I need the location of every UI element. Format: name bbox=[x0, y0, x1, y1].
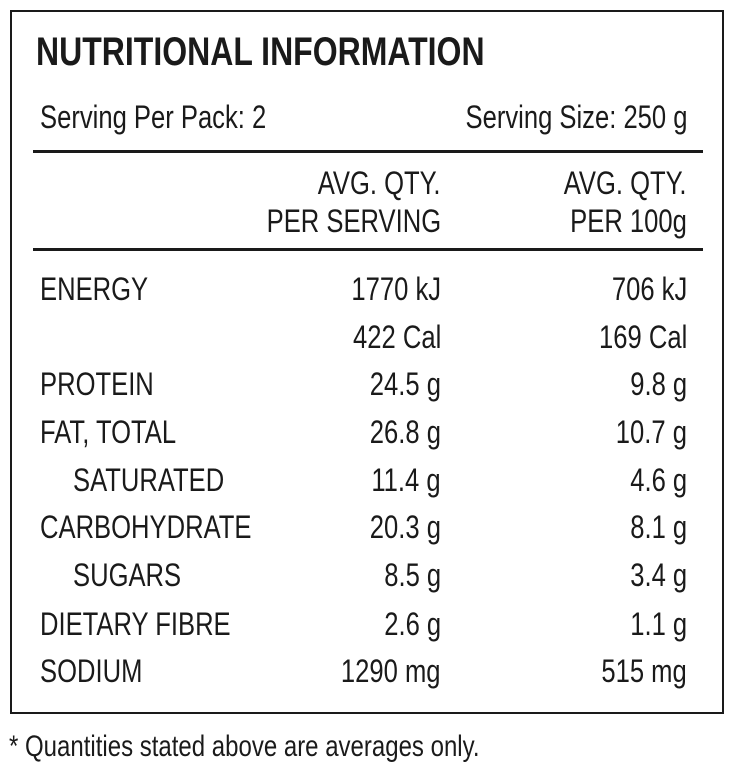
per-serving: 2.6 g bbox=[384, 606, 441, 642]
row-label: PROTEIN bbox=[40, 366, 154, 402]
per-100g: 1.1 g bbox=[630, 606, 687, 642]
title: NUTRITIONAL INFORMATION bbox=[36, 30, 485, 74]
per-serving: 1770 kJ bbox=[351, 271, 441, 307]
row-label: ENERGY bbox=[40, 271, 149, 307]
footnote: * Quantities stated above are averages o… bbox=[9, 730, 480, 763]
rule bbox=[33, 248, 703, 251]
row-label: SATURATED bbox=[73, 462, 225, 498]
column-header: PER 100g bbox=[570, 203, 687, 239]
per-100g: 169 Cal bbox=[598, 319, 687, 355]
row-label: FAT, TOTAL bbox=[40, 414, 177, 450]
row-label: CARBOHYDRATE bbox=[40, 509, 252, 545]
row-label: SUGARS bbox=[73, 557, 182, 593]
per-100g: 4.6 g bbox=[630, 462, 687, 498]
column-header: AVG. QTY. bbox=[564, 165, 687, 201]
per-serving: 24.5 g bbox=[369, 366, 441, 402]
rule bbox=[33, 150, 703, 153]
per-100g: 9.8 g bbox=[630, 366, 687, 402]
per-serving: 26.8 g bbox=[369, 414, 441, 450]
per-100g: 706 kJ bbox=[611, 271, 687, 307]
column-header: PER SERVING bbox=[266, 203, 441, 239]
per-serving: 8.5 g bbox=[384, 557, 441, 593]
per-serving: 422 Cal bbox=[352, 319, 441, 355]
per-serving: 1290 mg bbox=[341, 653, 441, 689]
serving-size: Serving Size: 250 g bbox=[465, 99, 687, 135]
per-100g: 10.7 g bbox=[615, 414, 687, 450]
row-label: SODIUM bbox=[40, 653, 143, 689]
row-label: DIETARY FIBRE bbox=[40, 606, 231, 642]
per-serving: 20.3 g bbox=[369, 509, 441, 545]
column-header: AVG. QTY. bbox=[318, 165, 441, 201]
per-serving: 11.4 g bbox=[371, 462, 441, 498]
label-box bbox=[10, 10, 724, 714]
per-100g: 3.4 g bbox=[630, 557, 687, 593]
per-100g: 515 mg bbox=[601, 653, 687, 689]
per-100g: 8.1 g bbox=[630, 509, 687, 545]
serving-per-pack: Serving Per Pack: 2 bbox=[40, 99, 267, 135]
